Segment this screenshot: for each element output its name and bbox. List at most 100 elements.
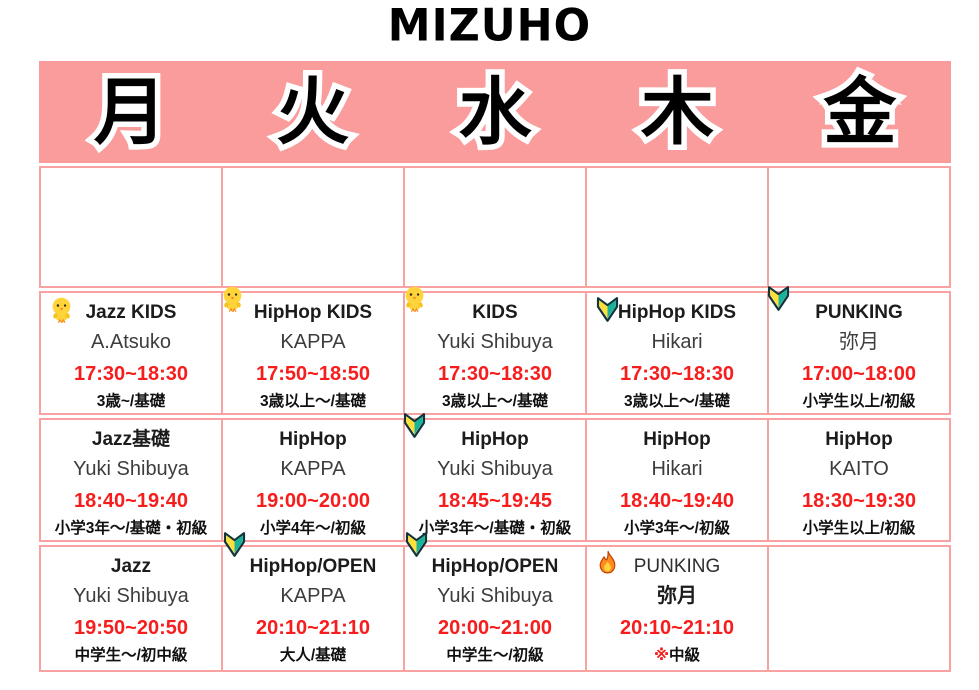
class-level: 3歳以上〜/基礎	[442, 393, 548, 410]
class-level: 中学生〜/初級	[446, 647, 544, 664]
schedule-grid: Jazz KIDS A.Atsuko 17:30~18:30 3歳~/基礎 HipHop…	[39, 166, 951, 672]
class-cell: Jazz基礎 Yuki Shibuya 18:40~19:40 小学3年〜/基礎・初級	[39, 418, 223, 542]
class-name: Jazz	[110, 556, 152, 577]
class-level: 3歳~/基礎	[96, 393, 166, 410]
schedule-row: Jazz Yuki Shibuya 19:50~20:50 中学生〜/初中級 HipHo…	[39, 532, 951, 672]
instructor-name: A.Atsuko	[90, 331, 172, 353]
class-time: 17:30~18:30	[74, 363, 188, 385]
day-label: 水	[459, 76, 532, 149]
beginner-mark-icon	[403, 531, 430, 558]
class-name: HipHop	[279, 429, 347, 450]
class-cell: HipHop KIDS KAPPA 17:50~18:50 3歳以上〜/基礎	[221, 286, 405, 415]
schedule-row: Jazz KIDS A.Atsuko 17:30~18:30 3歳~/基礎 HipHop…	[39, 286, 951, 415]
class-level: 小学生以上/初級	[802, 393, 916, 410]
schedule-row: Jazz基礎 Yuki Shibuya 18:40~19:40 小学3年〜/基礎・初級…	[39, 413, 951, 542]
class-cell: HipHop/OPEN Yuki Shibuya 20:00~21:00 中学生〜/初…	[403, 532, 587, 672]
class-time: 20:00~21:00	[438, 617, 552, 639]
class-name: HipHop/OPEN	[249, 556, 377, 577]
page-title: MIZUHO	[387, 0, 592, 52]
class-cell: PUNKING 弥月 20:10~21:10 ※中級	[585, 545, 769, 672]
instructor-name: KAPPA	[280, 585, 346, 607]
schedule-row	[39, 166, 951, 288]
instructor-name: 弥月	[657, 585, 697, 607]
class-name: PUNKING	[815, 302, 903, 323]
day-header-tue: 火	[221, 61, 403, 163]
class-time: 17:00~18:00	[802, 363, 916, 385]
class-cell: Jazz Yuki Shibuya 19:50~20:50 中学生〜/初中級	[39, 545, 223, 672]
instructor-name: 弥月	[839, 331, 879, 353]
class-cell: PUNKING 弥月 17:00~18:00 小学生以上/初級	[767, 286, 951, 415]
chick-icon	[48, 296, 75, 323]
class-name: Jazz KIDS	[85, 302, 177, 323]
class-level: 3歳以上〜/基礎	[260, 393, 366, 410]
class-name: Jazz基礎	[91, 429, 171, 450]
instructor-name: KAITO	[829, 458, 889, 480]
day-label: 月	[94, 76, 167, 149]
day-label: 火	[276, 76, 349, 149]
empty-cell	[767, 545, 951, 672]
chick-icon	[401, 285, 428, 312]
class-level: 3歳以上〜/基礎	[624, 393, 730, 410]
class-name: HipHop	[643, 429, 711, 450]
instructor-name: Yuki Shibuya	[437, 331, 553, 353]
class-cell: HipHop Yuki Shibuya 18:45~19:45 小学3年〜/基礎・初級	[403, 413, 587, 542]
timetable: 月 火 水 木 金 Jazz KIDS A.Atsuko 17:30~18:30 3歳…	[39, 61, 951, 672]
class-time: 17:30~18:30	[620, 363, 734, 385]
class-time: 20:10~21:10	[620, 617, 734, 639]
instructor-name: KAPPA	[280, 458, 346, 480]
class-cell: KIDS Yuki Shibuya 17:30~18:30 3歳以上〜/基礎	[403, 286, 587, 415]
class-name: HipHop/OPEN	[431, 556, 559, 577]
instructor-name: Yuki Shibuya	[437, 458, 553, 480]
empty-cell	[767, 166, 951, 288]
day-header-fri: 金	[769, 61, 951, 163]
class-time: 18:40~19:40	[74, 490, 188, 512]
empty-cell	[221, 166, 405, 288]
class-name: HipHop	[825, 429, 893, 450]
beginner-mark-icon	[594, 296, 621, 323]
empty-cell	[403, 166, 587, 288]
class-cell: HipHop Hikari 18:40~19:40 小学3年〜/初級	[585, 418, 769, 542]
class-level: 小学生以上/初級	[802, 520, 916, 537]
class-level: ※中級	[653, 647, 701, 664]
class-level: 中学生〜/初中級	[74, 647, 188, 664]
note-asterisk: ※	[653, 647, 670, 664]
empty-cell	[585, 166, 769, 288]
class-name: PUNKING	[633, 556, 721, 577]
day-label: 木	[641, 76, 714, 149]
instructor-name: Hikari	[651, 458, 703, 480]
empty-cell	[39, 166, 223, 288]
day-label: 金	[823, 76, 896, 149]
beginner-mark-icon	[221, 531, 248, 558]
class-cell: HipHop KAITO 18:30~19:30 小学生以上/初級	[767, 418, 951, 542]
instructor-name: Yuki Shibuya	[73, 458, 189, 480]
class-time: 18:40~19:40	[620, 490, 734, 512]
class-name: HipHop	[461, 429, 529, 450]
day-header-thu: 木	[586, 61, 768, 163]
day-header-row: 月 火 水 木 金	[39, 61, 951, 163]
class-time: 19:50~20:50	[74, 617, 188, 639]
class-time: 18:45~19:45	[438, 490, 552, 512]
class-cell: Jazz KIDS A.Atsuko 17:30~18:30 3歳~/基礎	[39, 291, 223, 415]
day-header-wed: 水	[404, 61, 586, 163]
day-header-mon: 月	[39, 61, 221, 163]
class-level: 小学3年〜/初級	[624, 520, 730, 537]
class-name: HipHop KIDS	[253, 302, 373, 323]
class-time: 17:30~18:30	[438, 363, 552, 385]
instructor-name: Hikari	[651, 331, 703, 353]
instructor-name: KAPPA	[280, 331, 346, 353]
class-level: 大人/基礎	[279, 647, 347, 664]
instructor-name: Yuki Shibuya	[73, 585, 189, 607]
class-cell: HipHop KAPPA 19:00~20:00 小学4年〜/初級	[221, 418, 405, 542]
class-time: 19:00~20:00	[256, 490, 370, 512]
class-time: 18:30~19:30	[802, 490, 916, 512]
class-time: 20:10~21:10	[256, 617, 370, 639]
class-level: 小学4年〜/初級	[260, 520, 366, 537]
class-level: 小学3年〜/基礎・初級	[418, 520, 572, 537]
instructor-name: Yuki Shibuya	[437, 585, 553, 607]
class-time: 17:50~18:50	[256, 363, 370, 385]
class-level: 小学3年〜/基礎・初級	[54, 520, 208, 537]
class-cell: HipHop KIDS Hikari 17:30~18:30 3歳以上〜/基礎	[585, 291, 769, 415]
beginner-mark-icon	[401, 412, 428, 439]
class-name: HipHop KIDS	[617, 302, 737, 323]
